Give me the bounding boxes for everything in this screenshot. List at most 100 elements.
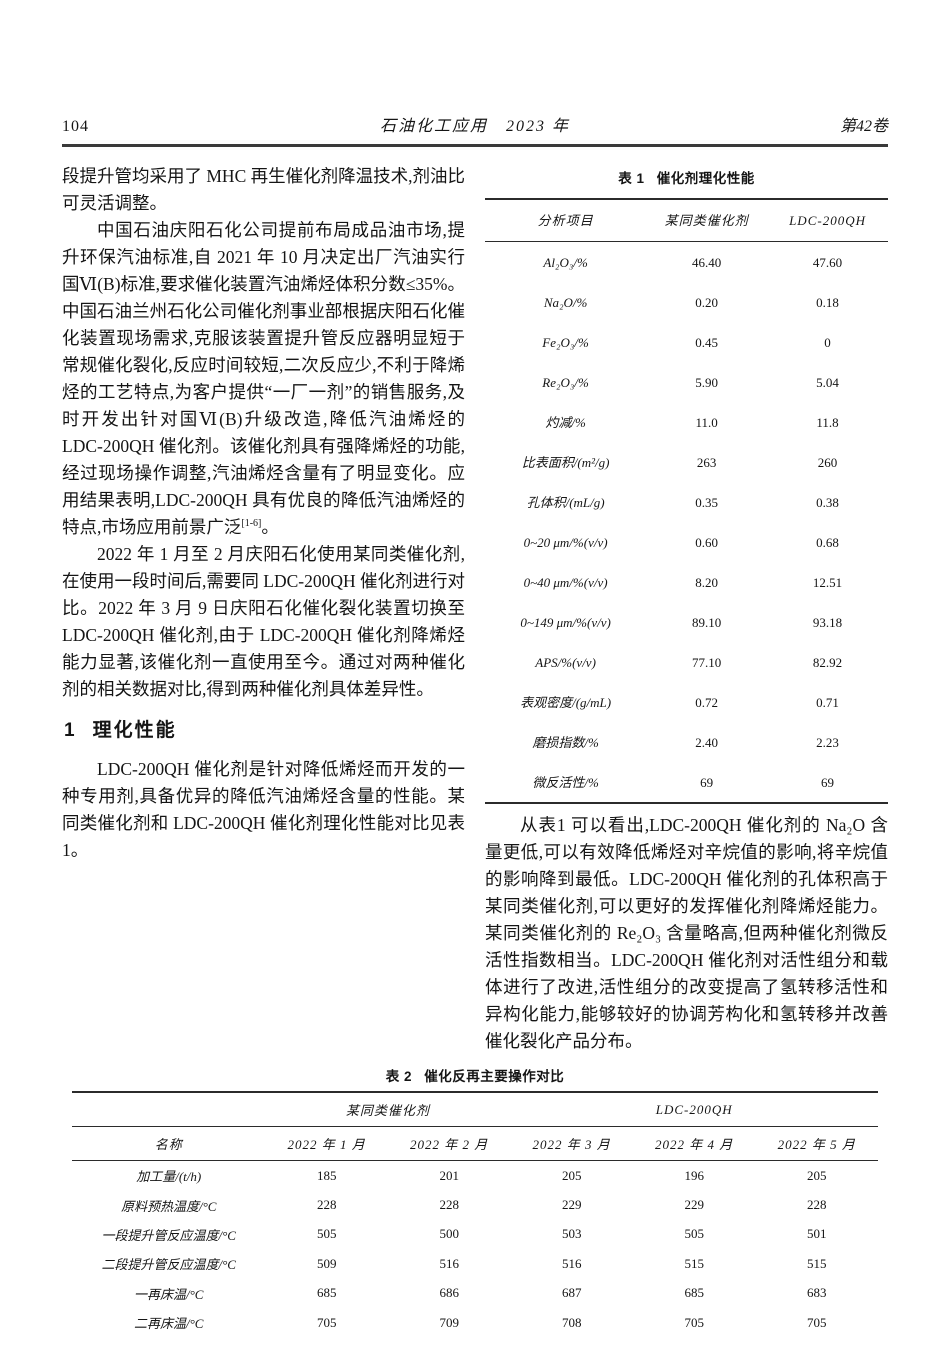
cell-value: 0.219 xyxy=(510,1337,633,1345)
cell-value: 2.23 xyxy=(816,734,839,750)
blank-cell xyxy=(72,1092,266,1127)
cell-value: 229 xyxy=(684,1197,704,1213)
cell-value: 515 xyxy=(684,1255,704,1271)
cell-value: 0.218 xyxy=(265,1337,388,1345)
cell-value: 228 xyxy=(316,1197,337,1213)
table2-caption-title: 催化反再主要操作对比 xyxy=(424,1069,565,1084)
table-row: 灼减/% 11.0 11.8 xyxy=(485,402,888,442)
volume-label: 第42卷 xyxy=(839,118,888,135)
cell-value: 683 xyxy=(806,1285,827,1301)
cell-value: 185 xyxy=(316,1167,337,1183)
table1-body: Al₂O₃/% 46.40 47.60 Na₂O/% 0.20 0.18 Fe₂O₃/% 0.… xyxy=(485,242,888,804)
section-title: 理化性能 xyxy=(92,720,177,741)
table-row: 0~149 μm/%(v/v) 89.10 93.18 xyxy=(485,602,888,642)
cell-value: 685 xyxy=(316,1285,337,1301)
cell-value: 685 xyxy=(684,1285,704,1301)
cell-value: 705 xyxy=(316,1314,337,1330)
cell-value: 11.8 xyxy=(816,414,839,430)
cell-value: 0.68 xyxy=(816,534,839,550)
cell-value: 686 xyxy=(439,1285,459,1301)
cell-value: 0.38 xyxy=(816,494,839,510)
table-row: Fe₂O₃/% 0.45 0 xyxy=(485,322,888,362)
section-heading: 1 理化性能 xyxy=(64,717,465,744)
catalyst-group-header-row: 某同类催化剂 LDC-200QH xyxy=(72,1092,878,1127)
row-label: Re₂O₃/% xyxy=(542,374,589,390)
cell-value: 708 xyxy=(561,1314,582,1330)
table2-operations: 某同类催化剂 LDC-200QH 名称 2022 年 1 月 2022 年 2 … xyxy=(72,1091,878,1345)
cell-value: 515 xyxy=(806,1255,827,1271)
cell-value: 0.35 xyxy=(695,494,718,510)
paragraph: 中国石油庆阳石化公司提前布局成品油市场,提升环保汽油标准,自 2021 年 10… xyxy=(62,217,465,541)
cell-value: 12.51 xyxy=(812,574,843,590)
cell-value: 69 xyxy=(700,774,714,790)
cell-value: 196 xyxy=(684,1167,704,1183)
table-row: 加工量/(t/h) 185 201 205 196 205 xyxy=(72,1161,878,1191)
cell-value: 0.219 xyxy=(388,1337,511,1345)
table1-physical-properties: 分析项目 某同类催化剂 LDC-200QH Al₂O₃/% 46.40 47.60 N… xyxy=(485,198,888,804)
paragraph-text: 。 xyxy=(261,517,279,537)
column-header: 某同类催化剂 xyxy=(646,199,768,242)
header-divider xyxy=(62,144,888,147)
cell-value: 709 xyxy=(439,1314,459,1330)
table2-caption-label: 表 2 xyxy=(385,1069,413,1084)
cell-value: 501 xyxy=(806,1226,827,1242)
table-row: 一再床温/°C 685 686 687 685 683 xyxy=(72,1279,878,1308)
cell-value: 0 xyxy=(824,334,831,350)
row-label: 加工量/(t/h) xyxy=(136,1169,202,1185)
cell-value: 228 xyxy=(806,1197,827,1213)
cell-value: 687 xyxy=(561,1285,582,1301)
table-row: 微反活性/% 69 69 xyxy=(485,762,888,803)
paragraph: 段提升管均采用了 MHC 再生催化剂降温技术,剂油比可灵活调整。 xyxy=(62,166,465,213)
cell-value: 201 xyxy=(439,1167,459,1183)
cell-value: 705 xyxy=(806,1314,827,1330)
cell-value: 509 xyxy=(316,1255,337,1271)
table2-header: 某同类催化剂 LDC-200QH 名称 2022 年 1 月 2022 年 2 … xyxy=(72,1092,878,1161)
row-label: Al₂O₃/% xyxy=(543,254,588,270)
cell-value: 93.18 xyxy=(812,614,843,630)
table2-section: 表 2 催化反再主要操作对比 某同类催化剂 LDC-200QH 名称 2022 年… xyxy=(62,1065,888,1345)
row-label: APS/%(v/v) xyxy=(535,654,596,670)
column-header: 分析项目 xyxy=(485,199,647,242)
paragraph: LDC-200QH 催化剂是针对降低烯烃而开发的一种专用剂,具备优异的降低汽油烯… xyxy=(62,759,465,860)
row-label: 沉降器顶压/MPa xyxy=(72,1337,265,1345)
row-label: 0~149 μm/%(v/v) xyxy=(520,614,611,630)
table1-caption-label: 表 1 xyxy=(618,171,645,186)
table1-caption: 表 1 催化剂理化性能 xyxy=(485,165,888,192)
column-header: 2022 年 3 月 xyxy=(510,1126,633,1161)
cell-value: 705 xyxy=(684,1314,704,1330)
row-label: Na₂O/% xyxy=(543,294,588,310)
table-row: 0~40 μm/%(v/v) 8.20 12.51 xyxy=(485,562,888,602)
row-label: 一段提升管反应温度/°C xyxy=(101,1227,236,1243)
table-row: 沉降器顶压/MPa0.2180.2190.2190.2190.218 xyxy=(72,1337,878,1345)
table-header-row: 分析项目 某同类催化剂 LDC-200QH xyxy=(485,199,888,242)
cell-value: 11.0 xyxy=(695,414,718,430)
cell-value: 77.10 xyxy=(692,654,722,670)
table2-body: 加工量/(t/h) 185 201 205 196 205 原料预热温度/°C 228 228 2… xyxy=(72,1161,878,1345)
cell-value: 69 xyxy=(821,774,835,790)
paragraph-text: 中国石油庆阳石化公司提前布局成品油市场,提升环保汽油标准,自 2021 年 10… xyxy=(62,220,465,537)
cell-value: 47.60 xyxy=(812,254,843,270)
group-header: 某同类催化剂 xyxy=(265,1092,511,1127)
table-row: APS/%(v/v) 77.10 82.92 xyxy=(485,642,888,682)
cell-value: 8.20 xyxy=(695,574,718,590)
cell-value: 82.92 xyxy=(812,654,843,670)
cell-value: 46.40 xyxy=(692,254,722,270)
row-label: 微反活性/% xyxy=(532,774,599,790)
row-label: 二段提升管反应温度/°C xyxy=(101,1257,236,1273)
left-column: 段提升管均采用了 MHC 再生催化剂降温技术,剂油比可灵活调整。 中国石油庆阳石… xyxy=(62,163,465,1055)
month-header-row: 名称 2022 年 1 月 2022 年 2 月 2022 年 3 月 2022… xyxy=(72,1126,878,1161)
page-header: 104 石油化工应用 2023 年 第42卷 xyxy=(62,112,888,136)
table-row: 原料预热温度/°C 228 228 229 229 228 xyxy=(72,1190,878,1219)
table-row: 孔体积/(mL/g) 0.35 0.38 xyxy=(485,482,888,522)
cell-value: 260 xyxy=(817,454,838,470)
cell-value: 0.45 xyxy=(695,334,718,350)
cell-value: 0.218 xyxy=(755,1337,878,1345)
row-label: 0~20 μm/%(v/v) xyxy=(523,534,608,550)
cell-value: 228 xyxy=(439,1197,459,1213)
table-row: Al₂O₃/% 46.40 47.60 xyxy=(485,242,888,283)
row-label: 一再床温/°C xyxy=(133,1286,204,1302)
column-header: 2022 年 5 月 xyxy=(755,1126,878,1161)
cell-value: 516 xyxy=(439,1255,459,1271)
paragraph: 从表1 可以看出,LDC-200QH 催化剂的 Na₂O 含量更低,可以有效降低… xyxy=(485,815,888,1051)
